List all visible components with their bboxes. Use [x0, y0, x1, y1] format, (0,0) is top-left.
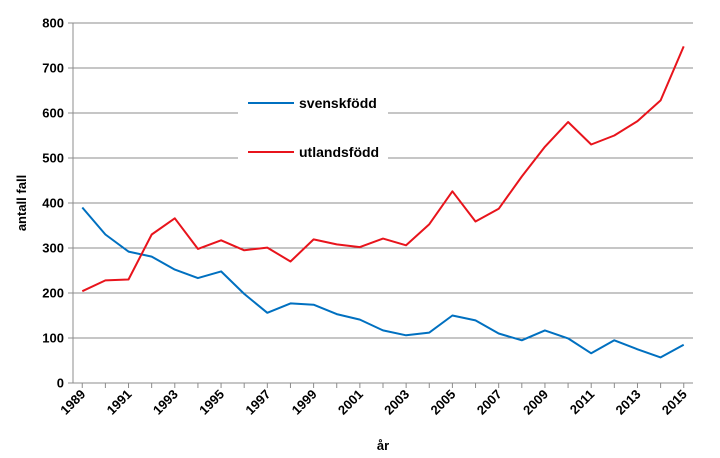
y-tick-label: 400 — [42, 196, 64, 211]
x-tick-label: 2009 — [520, 387, 551, 418]
x-axis-ticks: 1989 1991 1993 1995 1997 1999 2001 2003 2005 2007… — [57, 383, 690, 418]
x-tick-label: 2005 — [427, 387, 458, 418]
y-tick-label: 600 — [42, 106, 64, 121]
x-tick-label: 1995 — [196, 387, 227, 418]
y-axis-title: antall fall — [14, 175, 29, 231]
legend-label-svenskfodd: svenskfödd — [299, 95, 377, 111]
x-tick-label: 2001 — [335, 387, 366, 418]
y-tick-label: 0 — [57, 376, 64, 391]
x-tick-label: 1997 — [242, 387, 273, 418]
y-tick-label: 300 — [42, 241, 64, 256]
x-tick-label: 2013 — [613, 387, 644, 418]
y-tick-label: 500 — [42, 151, 64, 166]
y-tick-label: 100 — [42, 331, 64, 346]
y-axis-ticks: 0 100 200 300 400 500 600 700 800 — [42, 16, 73, 391]
y-tick-label: 700 — [42, 61, 64, 76]
x-tick-label: 1991 — [104, 387, 135, 418]
x-tick-label: 2011 — [567, 387, 598, 418]
y-tick-label: 800 — [42, 16, 64, 31]
gridlines — [73, 22, 693, 339]
legend-background — [238, 80, 388, 180]
series-line-utlandsfodd — [81, 46, 685, 293]
x-tick-label: 1999 — [289, 387, 320, 418]
x-tick-label: 1989 — [57, 387, 88, 418]
x-axis-title: år — [377, 438, 389, 453]
y-tick-label: 200 — [42, 286, 64, 301]
x-tick-label: 2003 — [381, 387, 412, 418]
series-line-svenskfodd — [81, 206, 685, 359]
x-tick-label: 1993 — [150, 387, 181, 418]
series-lines — [81, 46, 685, 359]
legend-label-utlandsfodd: utlandsfödd — [299, 144, 379, 160]
x-tick-label: 2015 — [659, 387, 690, 418]
legend: svenskfödd utlandsfödd — [238, 80, 388, 180]
x-tick-label: 2007 — [474, 387, 505, 418]
